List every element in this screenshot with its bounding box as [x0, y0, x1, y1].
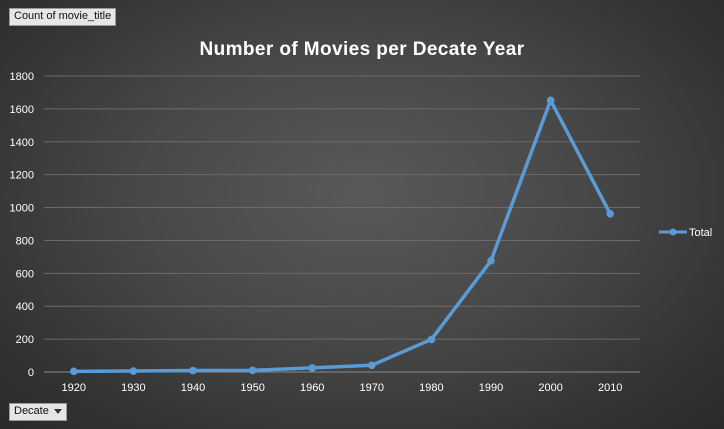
- y-tick-label: 200: [16, 334, 34, 346]
- series-layer: [70, 96, 614, 376]
- axis-field-label: Decate: [14, 405, 49, 417]
- y-tick-label: 1600: [10, 104, 34, 116]
- y-tick-label: 400: [16, 301, 34, 313]
- data-point: [487, 256, 495, 265]
- series-line-total: [72, 98, 612, 374]
- x-tick-label: 2010: [598, 382, 622, 394]
- x-tick-label: 2000: [538, 382, 562, 394]
- data-point: [248, 366, 257, 375]
- x-axis-ticks: 1920 1930 1940 1950 1960 1970 1980 1990 2000 2010: [62, 382, 623, 394]
- dropdown-arrow-icon: [53, 408, 62, 414]
- data-point: [189, 366, 197, 375]
- y-tick-label: 1000: [10, 203, 34, 215]
- legend-label-total: Total: [689, 227, 712, 239]
- y-tick-label: 1800: [10, 71, 34, 83]
- data-point: [129, 367, 138, 375]
- chart-title: Number of Movies per Decate Year: [199, 39, 524, 60]
- x-tick-label: 1960: [300, 382, 324, 394]
- x-tick-label: 1990: [479, 382, 503, 394]
- axis-field-button[interactable]: Decate: [9, 403, 67, 421]
- x-tick-label: 1970: [360, 382, 384, 394]
- data-point: [308, 364, 317, 372]
- data-point: [606, 210, 614, 218]
- value-field-button[interactable]: Count of movie_title: [9, 8, 117, 26]
- x-tick-label: 1920: [62, 382, 86, 394]
- x-tick-label: 1940: [181, 382, 205, 394]
- gridlines: [44, 75, 640, 373]
- legend-marker-total: [669, 228, 677, 236]
- x-tick-label: 1950: [240, 382, 264, 394]
- data-point: [546, 96, 555, 105]
- data-point: [427, 335, 436, 344]
- x-tick-label: 1930: [121, 382, 145, 394]
- y-tick-label: 1400: [10, 137, 34, 149]
- data-point: [70, 367, 78, 376]
- y-tick-label: 800: [16, 235, 34, 247]
- data-point: [368, 361, 376, 370]
- legend[interactable]: Total: [659, 227, 712, 239]
- y-tick-label: 0: [28, 367, 34, 379]
- x-tick-label: 1980: [419, 382, 443, 394]
- y-tick-label: 600: [16, 268, 34, 280]
- y-tick-label: 1200: [10, 170, 34, 182]
- value-field-label: Count of movie_title: [14, 10, 112, 22]
- y-axis-ticks: 0 200 400 600 800 1000 1200 1400 1600 1800: [10, 71, 34, 379]
